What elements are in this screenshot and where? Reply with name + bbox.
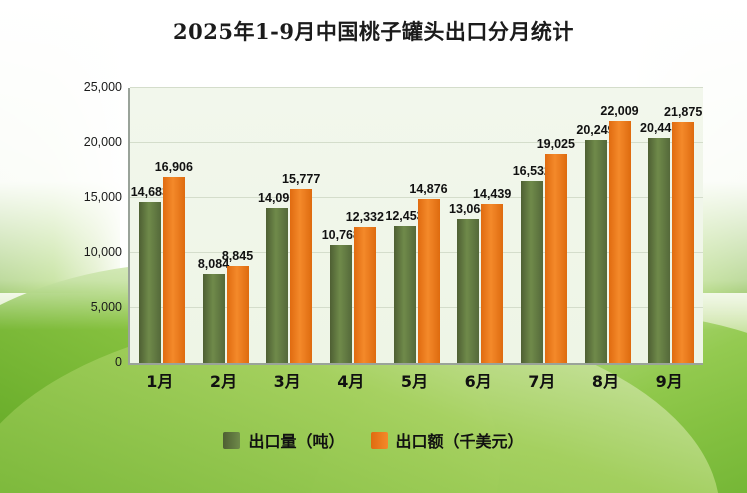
bar-quantity[interactable]: 10,768 bbox=[322, 228, 360, 363]
x-tick-label: 8月 bbox=[591, 372, 620, 391]
bar-quantity[interactable]: 12,453 bbox=[385, 209, 424, 363]
bar-group: 12,453 14,876 bbox=[385, 182, 448, 363]
bar-value-label: 20,447 bbox=[640, 121, 679, 136]
bar-value[interactable]: 14,439 bbox=[473, 187, 511, 363]
x-tick-label: 9月 bbox=[655, 372, 683, 391]
x-tick-label: 3月 bbox=[273, 372, 301, 391]
bar-group: 13,064 14,439 bbox=[449, 187, 511, 363]
bar-value-label: 12,453 bbox=[385, 209, 424, 224]
grid-line bbox=[130, 87, 703, 88]
x-axis-tick-labels: 1月 2月 3月 4月 5月 6月 7月 8月 9月 bbox=[128, 368, 701, 394]
bar-value[interactable]: 15,777 bbox=[282, 172, 320, 363]
bar-quantity[interactable]: 16,532 bbox=[513, 164, 551, 363]
bar-value[interactable]: 19,025 bbox=[537, 137, 575, 363]
bar-value[interactable]: 16,906 bbox=[155, 160, 193, 363]
chart-legend: 出口量（吨） 出口额（千美元） bbox=[0, 428, 747, 452]
bar-quantity[interactable]: 13,064 bbox=[449, 202, 487, 363]
bar-value-label: 10,768 bbox=[321, 227, 360, 242]
bar-quantity[interactable]: 8,084 bbox=[198, 257, 229, 363]
bar-group: 14,683 16,906 bbox=[131, 160, 193, 363]
y-tick-label: 20,000 bbox=[83, 135, 122, 149]
bar-quantity[interactable]: 14,095 bbox=[258, 191, 296, 363]
legend-item-value: 出口额（千美元） bbox=[370, 428, 524, 452]
bar-value[interactable]: 21,875 bbox=[664, 105, 702, 363]
bar-value-label: 8,084 bbox=[197, 257, 230, 272]
bar-value-label: 16,532 bbox=[512, 164, 551, 179]
bar-value[interactable]: 22,009 bbox=[600, 104, 639, 363]
bar-value-label: 13,064 bbox=[449, 202, 488, 217]
bar-group: 10,768 12,332 bbox=[322, 210, 384, 363]
legend-item-quantity: 出口量（吨） bbox=[223, 428, 345, 452]
x-tick-label: 7月 bbox=[528, 372, 556, 391]
x-tick-label: 6月 bbox=[464, 372, 492, 391]
bar-value-label: 16,906 bbox=[154, 160, 193, 175]
y-axis-tick-labels: 0 5,000 10,000 15,000 20,000 25,000 bbox=[58, 80, 122, 370]
bar-quantity[interactable]: 14,683 bbox=[131, 185, 169, 363]
grid-line bbox=[130, 197, 703, 198]
x-tick-label: 4月 bbox=[337, 372, 365, 391]
bar-value-label: 14,683 bbox=[130, 184, 169, 199]
bar-group: 20,249 22,009 bbox=[576, 104, 639, 363]
bar-value[interactable]: 8,845 bbox=[222, 249, 253, 363]
bar-value-label: 15,777 bbox=[282, 172, 321, 187]
bar-quantity[interactable]: 20,249 bbox=[576, 123, 615, 363]
bar-group: 14,095 15,777 bbox=[258, 172, 320, 363]
bar-value-label: 20,249 bbox=[576, 123, 615, 138]
x-tick-label: 1月 bbox=[146, 372, 174, 391]
x-tick-label: 5月 bbox=[400, 372, 429, 391]
y-tick-label: 25,000 bbox=[83, 80, 122, 94]
y-tick-label: 10,000 bbox=[83, 245, 122, 259]
bar-value-label: 14,439 bbox=[473, 187, 512, 202]
legend-label-value: 出口额（千美元） bbox=[395, 432, 524, 451]
bar-group: 16,532 19,025 bbox=[513, 137, 575, 363]
grid-line bbox=[130, 142, 703, 143]
bar-value-label: 22,009 bbox=[600, 103, 639, 118]
bar-value-label: 8,845 bbox=[221, 248, 254, 263]
x-tick-label: 2月 bbox=[209, 372, 238, 391]
legend-label-quantity: 出口量（吨） bbox=[248, 432, 345, 451]
bar-value-label: 14,876 bbox=[409, 182, 448, 197]
chart-title: 2025年1-9月中国桃子罐头出口分月统计 bbox=[173, 19, 574, 44]
legend-swatch-value-icon bbox=[370, 431, 388, 449]
bar-value-label: 19,025 bbox=[536, 136, 575, 151]
y-tick-label: 0 bbox=[115, 355, 122, 369]
bar-value-label: 14,095 bbox=[258, 190, 297, 205]
bar-value-label: 12,332 bbox=[345, 210, 384, 225]
grid-line bbox=[130, 307, 703, 308]
bar-group: 8,084 8,845 bbox=[198, 249, 253, 363]
grid-line bbox=[130, 252, 703, 253]
bar-value[interactable]: 12,332 bbox=[346, 210, 384, 363]
bar-value[interactable]: 14,876 bbox=[409, 182, 448, 363]
bar-quantity[interactable]: 20,447 bbox=[640, 121, 678, 363]
plot-area: 14,683 16,906 8,084 8,845 14,095 15,777 10,768… bbox=[128, 87, 703, 365]
y-tick-label: 5,000 bbox=[90, 300, 122, 314]
y-tick-label: 15,000 bbox=[83, 190, 122, 204]
bar-value-label: 21,875 bbox=[664, 105, 703, 120]
legend-swatch-quantity-icon bbox=[223, 431, 241, 449]
bar-group: 20,447 21,875 bbox=[640, 105, 702, 363]
